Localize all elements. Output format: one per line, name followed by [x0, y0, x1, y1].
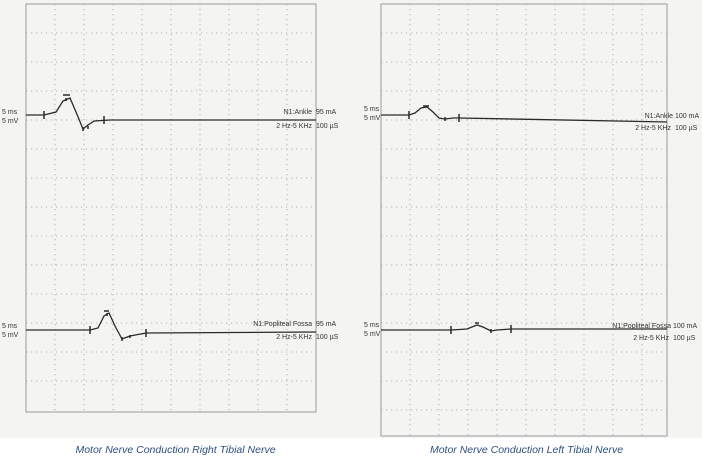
chart-background [0, 0, 351, 438]
trace-amp-scale: 5 mV [2, 118, 19, 125]
waveform-popliteal-fossa [26, 312, 317, 340]
trace-time-scale: 5 ms [2, 109, 18, 116]
right-tibial-chart: 5 ms 5 mV N1:Ankle 95 mA 2 Hz-5 KHz 100 … [0, 0, 351, 438]
trace-stim-current: 100 mA [675, 113, 699, 120]
trace-time-scale: 5 ms [364, 322, 380, 329]
left-tibial-chart: 5 ms 5 mV N1:Ankle 100 mA 2 Hz-5 KHz 100… [351, 0, 702, 438]
right-tibial-panel: 5 ms 5 mV N1:Ankle 95 mA 2 Hz-5 KHz 100 … [0, 0, 351, 438]
marker-onset [43, 94, 105, 131]
trace-stim-current: 95 mA [316, 321, 337, 328]
chart-background [351, 0, 702, 438]
right-tibial-caption: Motor Nerve Conduction Right Tibial Nerv… [75, 444, 276, 456]
trace-filter: 2 Hz-5 KHz [276, 334, 312, 341]
trace-duration: 100 µS [675, 125, 698, 132]
left-tibial-caption: Motor Nerve Conduction Left Tibial Nerve [429, 444, 624, 456]
trace-duration: 100 µS [316, 334, 339, 341]
trace-duration: 100 µS [673, 335, 696, 342]
marker-onset [89, 310, 147, 341]
chart-frame [380, 3, 668, 437]
trace-time-scale: 5 ms [2, 323, 18, 330]
trace-amp-scale: 5 mV [364, 115, 381, 122]
trace-site-label: N1:Ankle [645, 113, 674, 120]
trace-amp-scale: 5 mV [364, 331, 381, 338]
left-tibial-panel: 5 ms 5 mV N1:Ankle 100 mA 2 Hz-5 KHz 100… [351, 0, 702, 438]
trace-duration: 100 µS [316, 123, 339, 130]
waveform-popliteal-fossa [381, 324, 667, 332]
grid [381, 4, 667, 436]
trace-site-label: N1:Popliteal Fossa [253, 321, 312, 328]
trace-time-scale: 5 ms [364, 106, 380, 113]
trace-site-label: N1:Popliteal Fossa [612, 323, 671, 330]
waveform-ankle [381, 106, 668, 123]
trace-stim-current: 100 mA [673, 323, 697, 330]
trace-filter: 2 Hz-5 KHz [276, 123, 312, 130]
marker-onset [408, 105, 460, 122]
trace-filter: 2 Hz-5 KHz [633, 335, 669, 342]
trace-site-label: N1:Ankle [284, 109, 313, 116]
trace-stim-current: 95 mA [316, 109, 337, 116]
marker-onset [450, 322, 512, 334]
trace-filter: 2 Hz-5 KHz [635, 125, 671, 132]
trace-amp-scale: 5 mV [2, 332, 19, 339]
waveform-ankle [26, 97, 316, 131]
